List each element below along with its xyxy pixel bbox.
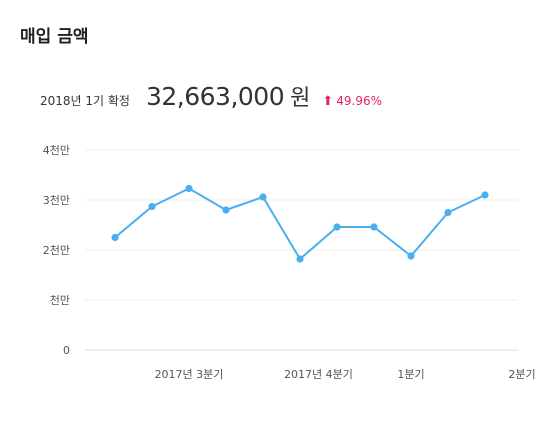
currency-unit: 원 (290, 86, 311, 111)
data-point (222, 206, 230, 214)
summary-row: 2018년 1기 확정 32,663,000 원 ⬆ 49.96% (40, 80, 382, 112)
data-point (370, 223, 378, 231)
data-point (259, 193, 267, 201)
x-tick-label: 2017년 3분기 (155, 368, 224, 381)
data-point (444, 208, 452, 217)
x-tick-label: 2017년 4분기 (284, 368, 353, 381)
data-point (296, 255, 304, 263)
x-tick-label: 1분기 (397, 368, 424, 381)
x-tick-label: 2분기 (508, 368, 535, 381)
y-tick-label: 4천만 (43, 143, 70, 157)
y-tick-label: 2천만 (43, 243, 70, 257)
page-title: 매입 금액 (20, 27, 89, 47)
period-label: 2018년 1기 확정 (40, 94, 130, 108)
total-amount: 32,663,000 (145, 82, 285, 111)
change-percent: 49.96% (336, 94, 383, 108)
y-tick-label: 0 (63, 344, 70, 357)
series-line (114, 187, 486, 260)
y-tick-label: 천만 (50, 293, 70, 307)
data-point (185, 184, 193, 193)
change-indicator: ⬆ 49.96% (322, 94, 382, 109)
data-point (333, 223, 341, 231)
data-point (481, 191, 489, 199)
data-point (111, 233, 119, 242)
arrow-up-icon: ⬆ (322, 94, 334, 109)
data-point (407, 252, 415, 260)
data-point (148, 202, 156, 211)
y-tick-label: 3천만 (43, 193, 70, 207)
